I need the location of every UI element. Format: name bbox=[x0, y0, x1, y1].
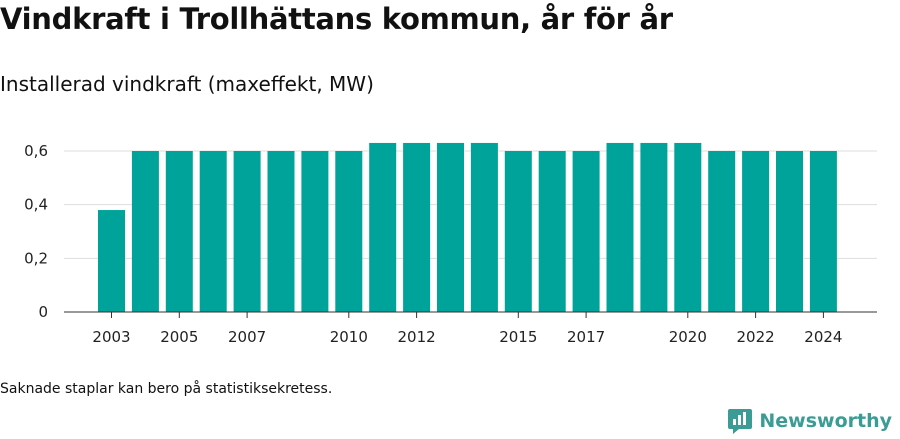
bar-2020 bbox=[674, 142, 702, 312]
bar-2010 bbox=[335, 151, 363, 312]
bars bbox=[98, 142, 837, 312]
bar-2003 bbox=[98, 210, 125, 312]
x-tick-label: 2007 bbox=[228, 328, 266, 346]
bar-2022 bbox=[742, 151, 770, 312]
grid-lines bbox=[64, 150, 877, 259]
bar-2017 bbox=[572, 151, 600, 312]
bar-2011 bbox=[369, 142, 397, 312]
bar-2019 bbox=[640, 142, 668, 312]
x-tick-label: 2022 bbox=[737, 328, 775, 346]
footnote: Saknade staplar kan bero på statistiksek… bbox=[0, 381, 333, 397]
x-tick-label: 2017 bbox=[567, 328, 605, 346]
bar-2012 bbox=[403, 142, 431, 312]
bar-2008 bbox=[267, 151, 295, 312]
bar-2004 bbox=[131, 151, 159, 312]
x-tick-label: 2003 bbox=[92, 328, 130, 346]
bar-2006 bbox=[199, 151, 227, 312]
bar-2007 bbox=[233, 151, 261, 312]
chart-title: Vindkraft i Trollhättans kommun, år för … bbox=[0, 2, 673, 36]
x-tick-label: 2005 bbox=[160, 328, 198, 346]
y-tick-label: 0,6 bbox=[24, 142, 48, 160]
bar-2015 bbox=[504, 151, 532, 312]
brand-logo: Newsworthy bbox=[727, 407, 892, 435]
bar-2014 bbox=[470, 142, 498, 312]
newsworthy-logo-icon bbox=[728, 409, 753, 434]
bar-2023 bbox=[776, 151, 803, 312]
x-tick-label: 2012 bbox=[398, 328, 436, 346]
bar-2024 bbox=[809, 151, 837, 312]
x-tick-label: 2024 bbox=[804, 328, 842, 346]
x-tick-label: 2010 bbox=[330, 328, 368, 346]
y-tick-label: 0 bbox=[38, 303, 48, 321]
x-axis-ticks: 2003 2005 2007 2010 2012 2015 2017 2020 2022 2024 bbox=[92, 312, 842, 346]
bar-2009 bbox=[301, 151, 329, 312]
bar-2013 bbox=[437, 142, 464, 312]
bar-2021 bbox=[708, 151, 736, 312]
bar-2005 bbox=[165, 151, 193, 312]
y-axis-ticks: 0 0,2 0,4 0,6 bbox=[24, 142, 48, 321]
x-tick-label: 2015 bbox=[499, 328, 537, 346]
bar-2018 bbox=[606, 142, 634, 312]
y-tick-label: 0,4 bbox=[24, 196, 48, 214]
x-tick-label: 2020 bbox=[669, 328, 707, 346]
chart-subtitle: Installerad vindkraft (maxeffekt, MW) bbox=[0, 72, 374, 96]
brand-name: Newsworthy bbox=[759, 410, 892, 432]
bar-2016 bbox=[538, 151, 566, 312]
y-tick-label: 0,2 bbox=[24, 249, 48, 267]
